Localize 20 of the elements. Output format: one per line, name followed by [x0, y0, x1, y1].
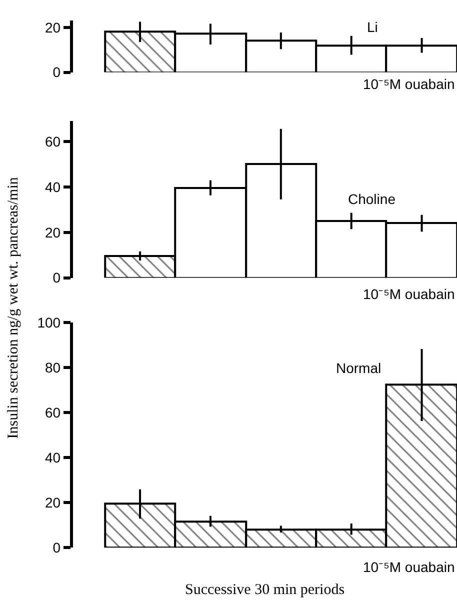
y-tick-label: 60 — [44, 133, 61, 150]
y-tick-label: 20 — [44, 494, 61, 511]
y-tick-label: 20 — [44, 19, 61, 36]
annotation: Li — [367, 19, 378, 35]
y-tick-label: 40 — [44, 178, 61, 195]
annotation: Normal — [336, 360, 382, 376]
y-tick-label: 80 — [44, 360, 61, 376]
y-axis-title: Insulin secretion ng/g wet wt. pancreas/min — [6, 176, 22, 439]
y-tick-label: 0 — [52, 540, 61, 556]
text: 10⁻⁵M ouabain — [363, 559, 455, 575]
y-tick-label: 100 — [37, 314, 61, 331]
y-tick-label: 0 — [52, 270, 61, 286]
y-tick-label: 20 — [44, 224, 61, 240]
y-tick-label: 0 — [52, 64, 61, 80]
y-tick-label: 40 — [44, 450, 61, 466]
text: 10⁻⁵M ouabain — [363, 286, 455, 302]
text: 10⁻⁵M ouabain — [363, 76, 455, 92]
x-axis-title: Successive 30 min periods — [185, 582, 345, 598]
y-tick-label: 60 — [44, 404, 61, 421]
annotation: Choline — [348, 191, 396, 207]
